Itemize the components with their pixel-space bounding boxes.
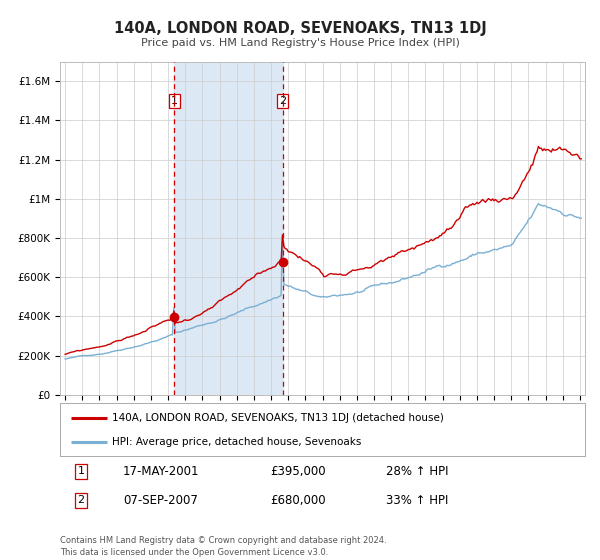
Text: 1: 1 bbox=[77, 466, 85, 477]
Text: HPI: Average price, detached house, Sevenoaks: HPI: Average price, detached house, Seve… bbox=[113, 437, 362, 447]
Text: 140A, LONDON ROAD, SEVENOAKS, TN13 1DJ (detached house): 140A, LONDON ROAD, SEVENOAKS, TN13 1DJ (… bbox=[113, 413, 445, 423]
Text: 140A, LONDON ROAD, SEVENOAKS, TN13 1DJ: 140A, LONDON ROAD, SEVENOAKS, TN13 1DJ bbox=[113, 21, 487, 36]
Text: 2: 2 bbox=[279, 96, 286, 106]
Text: Price paid vs. HM Land Registry's House Price Index (HPI): Price paid vs. HM Land Registry's House … bbox=[140, 38, 460, 48]
Text: £680,000: £680,000 bbox=[270, 494, 326, 507]
Text: 1: 1 bbox=[171, 96, 178, 106]
Text: Contains HM Land Registry data © Crown copyright and database right 2024.
This d: Contains HM Land Registry data © Crown c… bbox=[60, 536, 386, 557]
Text: 17-MAY-2001: 17-MAY-2001 bbox=[123, 465, 199, 478]
Text: 07-SEP-2007: 07-SEP-2007 bbox=[123, 494, 198, 507]
Text: 28% ↑ HPI: 28% ↑ HPI bbox=[386, 465, 448, 478]
Text: 33% ↑ HPI: 33% ↑ HPI bbox=[386, 494, 448, 507]
Text: 2: 2 bbox=[77, 495, 85, 505]
Bar bbox=[175, 62, 283, 395]
Text: £395,000: £395,000 bbox=[270, 465, 326, 478]
